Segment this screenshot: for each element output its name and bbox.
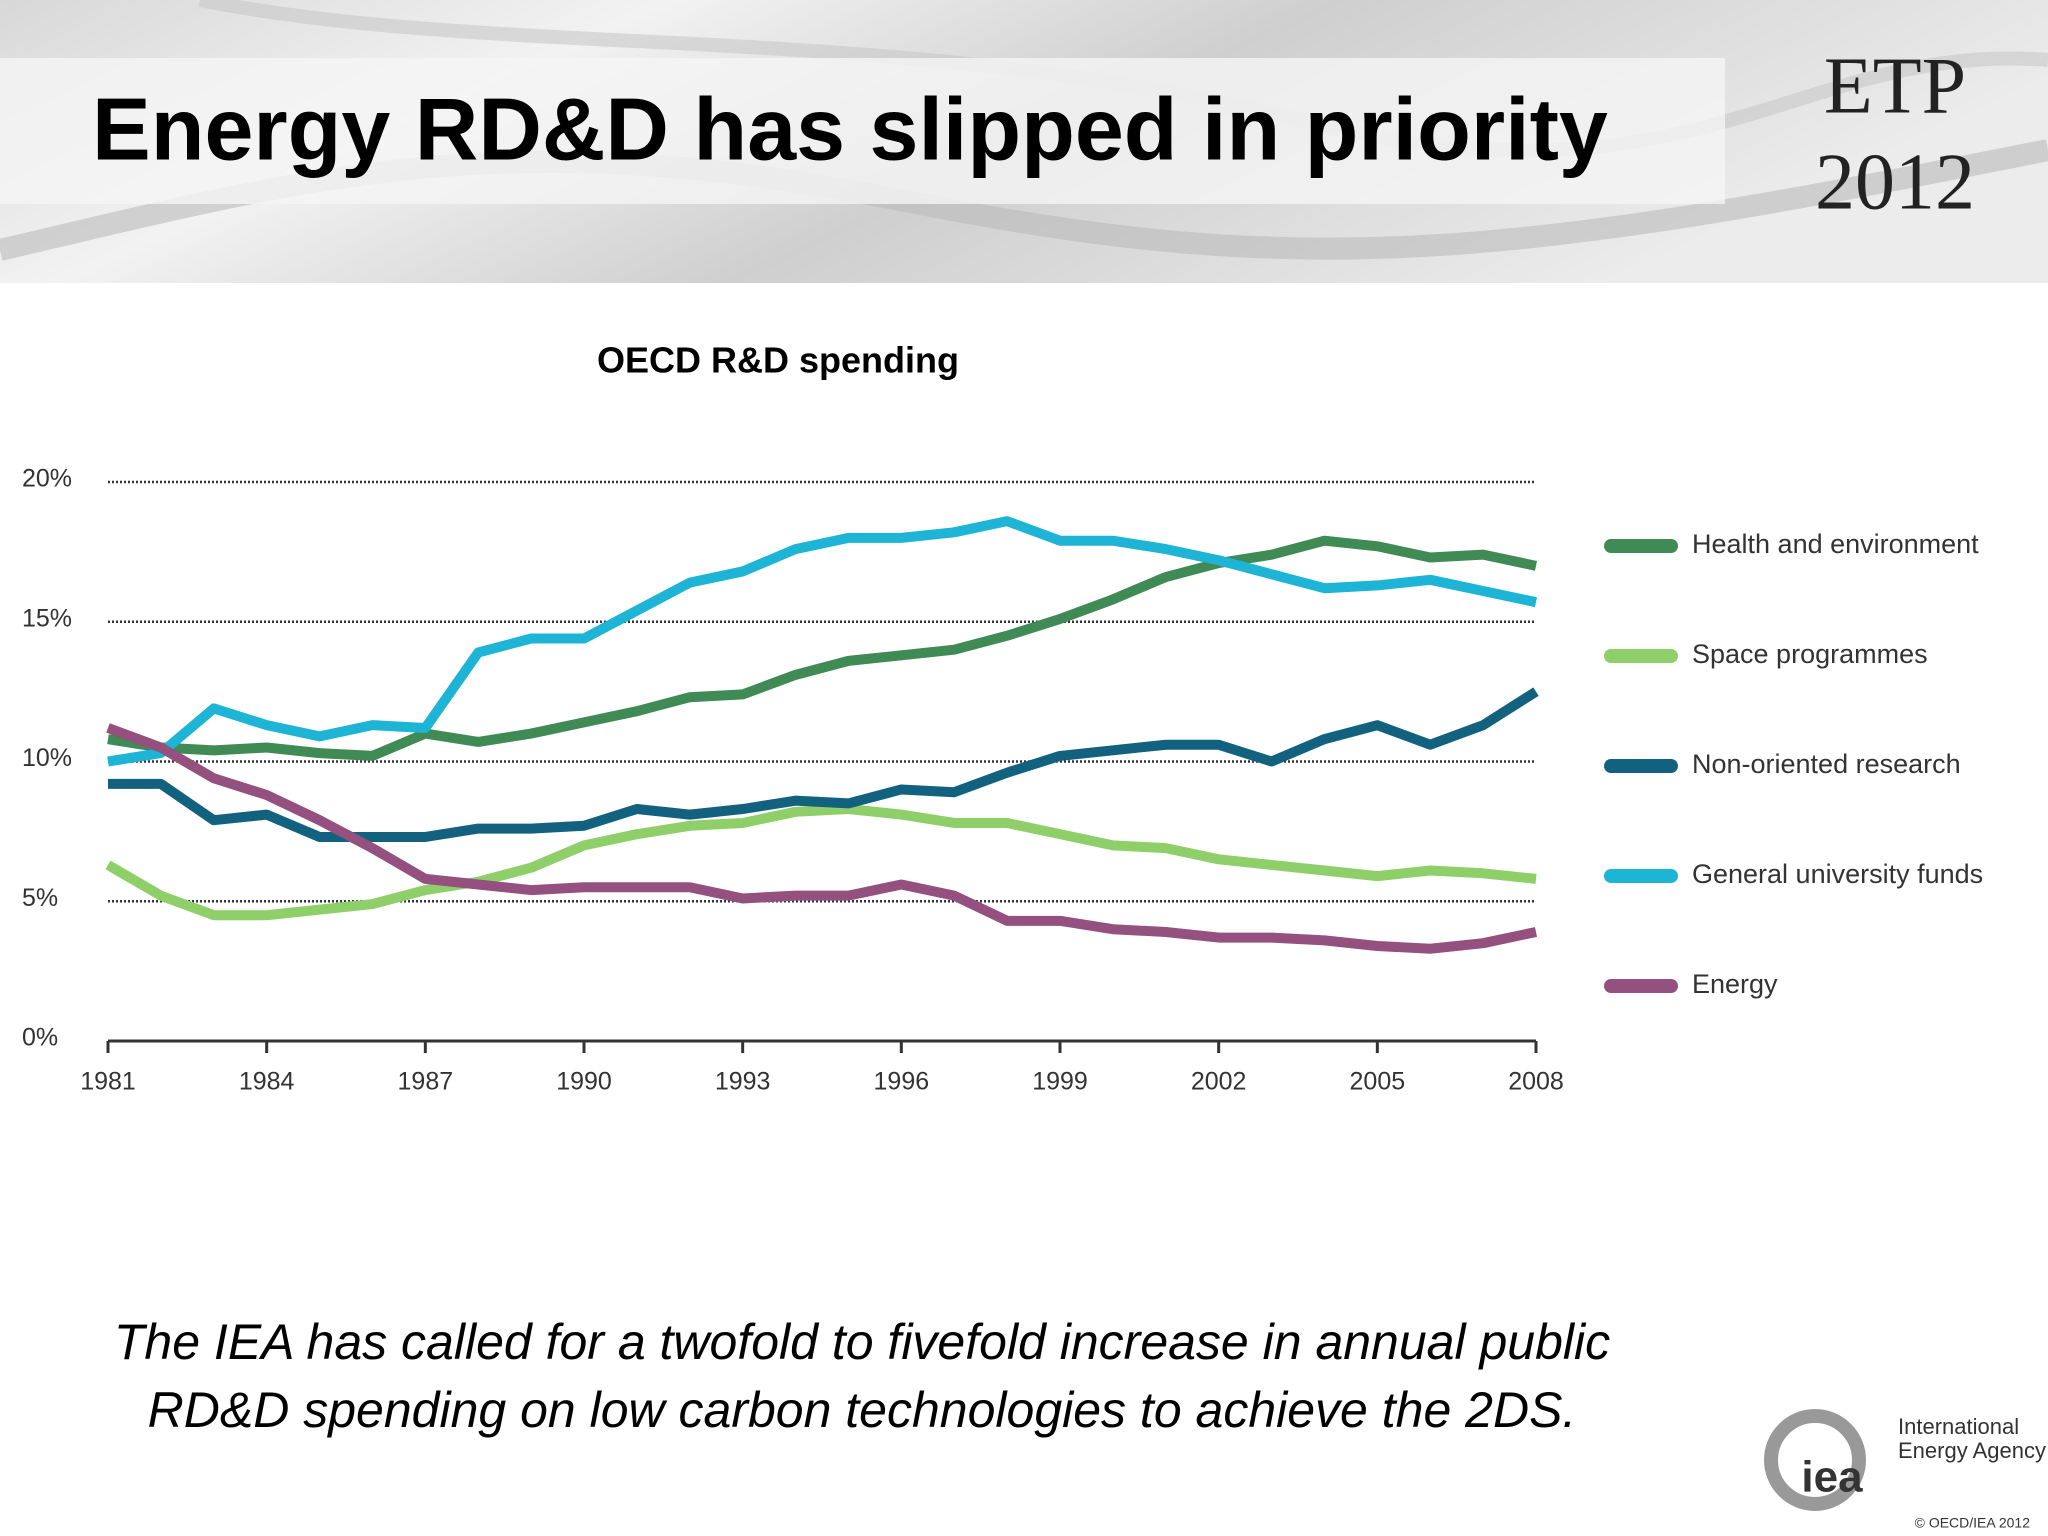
y-tick-label: 0%	[22, 1024, 58, 1052]
logo-text: International	[1898, 1414, 2019, 1439]
badge-line: ETP	[1824, 42, 1966, 130]
y-tick-label: 5%	[22, 884, 58, 912]
legend-label: General university funds	[1692, 859, 1983, 889]
y-tick-label: 10%	[22, 744, 72, 772]
x-tick-label: 2005	[1350, 1068, 1406, 1096]
y-tick-label: 20%	[22, 465, 72, 493]
series-line	[107, 516, 1538, 767]
x-tick-label: 2002	[1191, 1068, 1247, 1096]
x-tick-label: 1990	[556, 1068, 612, 1096]
x-tick-label: 2008	[1508, 1068, 1564, 1096]
copyright: © OECD/IEA 2012	[1915, 1515, 2031, 1531]
chart-title: OECD R&D spending	[597, 340, 959, 381]
slide-title: Energy RD&D has slipped in priority	[92, 79, 1608, 178]
x-tick-label: 1996	[874, 1068, 930, 1096]
caption-line: RD&D spending on low carbon technologies…	[148, 1382, 1577, 1438]
legend-label: Space programmes	[1692, 639, 1928, 669]
caption-line: The IEA has called for a twofold to five…	[114, 1314, 1610, 1370]
x-tick-label: 1987	[398, 1068, 454, 1096]
logo-ring	[1764, 1409, 1866, 1511]
logo-text: Energy Agency	[1898, 1438, 2046, 1463]
legend-label: Non-oriented research	[1692, 749, 1961, 779]
y-tick-label: 15%	[22, 604, 72, 632]
series-line	[105, 804, 1537, 921]
legend-label: Health and environment	[1692, 529, 1979, 559]
x-tick-label: 1984	[239, 1068, 295, 1096]
x-tick-label: 1981	[80, 1068, 136, 1096]
legend-label: Energy	[1692, 969, 1778, 999]
badge-line: 2012	[1815, 138, 1975, 226]
title-box	[0, 58, 1725, 204]
series-line	[106, 723, 1538, 954]
series-line	[107, 535, 1538, 761]
x-tick-label: 1993	[715, 1068, 771, 1096]
logo-mark: iea	[1801, 1453, 1863, 1502]
x-tick-label: 1999	[1032, 1068, 1088, 1096]
